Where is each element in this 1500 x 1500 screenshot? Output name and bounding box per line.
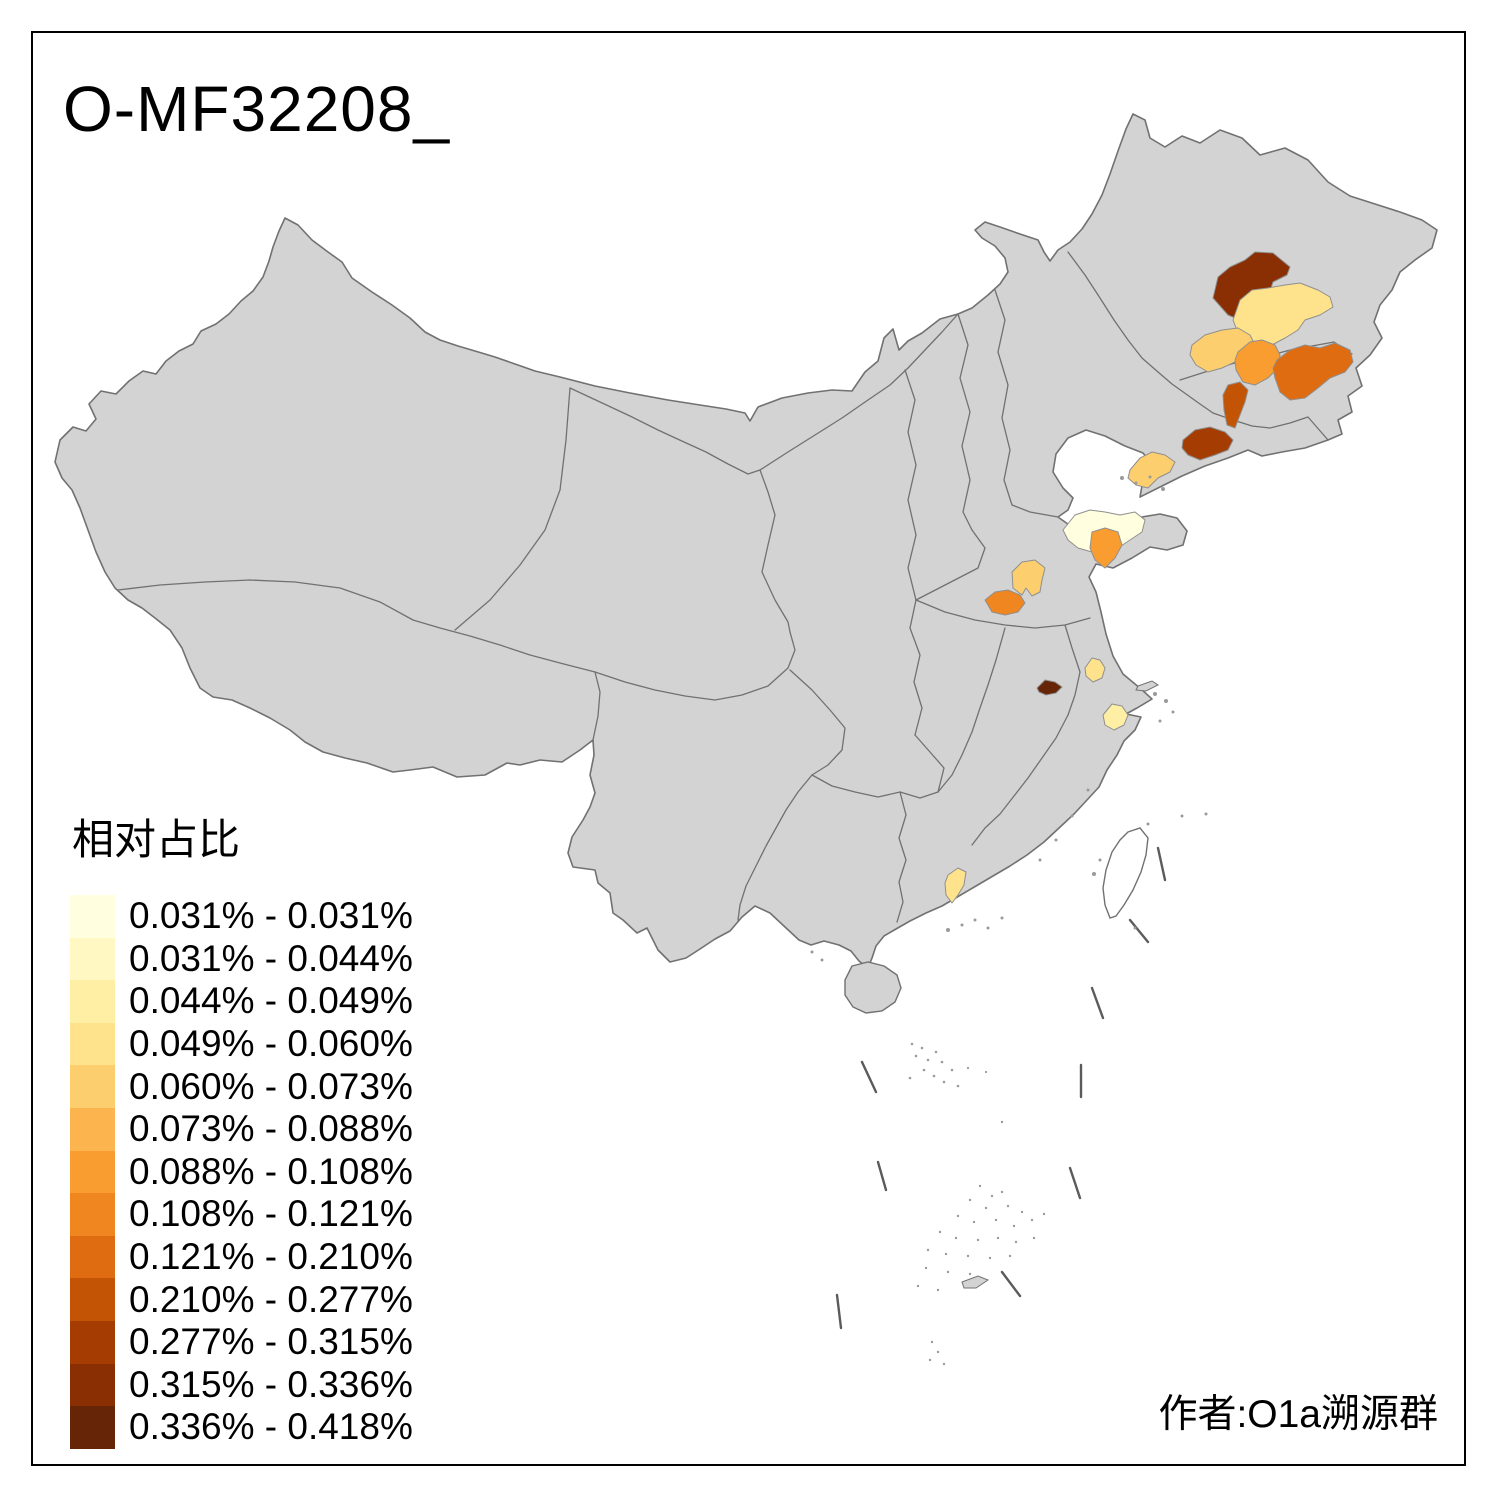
legend-label: 0.121% - 0.210% (129, 1236, 413, 1278)
map-region (1102, 703, 1129, 731)
legend-item: 0.031% - 0.031% (70, 895, 413, 938)
chongming-island (1135, 680, 1159, 692)
map-region (984, 589, 1026, 616)
legend-label: 0.088% - 0.108% (129, 1150, 413, 1192)
plot-title: O-MF32208_ (63, 73, 451, 145)
legend-label: 0.060% - 0.073% (129, 1065, 413, 1107)
legend-item: 0.210% - 0.277% (70, 1278, 413, 1321)
legend-item: 0.031% - 0.044% (70, 937, 413, 981)
legend-item: 0.044% - 0.049% (70, 980, 413, 1023)
map-region (1084, 657, 1106, 683)
legend-swatch (70, 1193, 115, 1236)
legend-item: 0.336% - 0.418% (70, 1406, 413, 1449)
legend-item: 0.277% - 0.315% (70, 1320, 413, 1364)
legend-swatch (70, 1278, 115, 1321)
island-specks (810, 475, 1208, 1366)
legend-label: 0.031% - 0.031% (129, 895, 413, 937)
legend-item: 0.073% - 0.088% (70, 1107, 413, 1151)
nine-dash-line (835, 846, 1167, 1330)
small-island (961, 1275, 990, 1289)
map-region (1127, 451, 1176, 489)
map-region (1036, 679, 1063, 696)
legend: 相对占比 0.031% - 0.031% 0.031% - 0.044% 0.044… (70, 806, 413, 1449)
legend-label: 0.073% - 0.088% (129, 1108, 413, 1150)
legend-items: 0.031% - 0.031% 0.031% - 0.044% 0.044% - 0… (70, 895, 413, 1449)
legend-item: 0.060% - 0.073% (70, 1065, 413, 1108)
legend-item: 0.108% - 0.121% (70, 1193, 413, 1236)
legend-title: 相对占比 (72, 816, 241, 863)
legend-label: 0.315% - 0.336% (129, 1363, 413, 1405)
taiwan-island (1102, 827, 1149, 919)
legend-swatch (70, 1107, 115, 1151)
map-region (1222, 381, 1249, 429)
legend-label: 0.210% - 0.277% (129, 1278, 413, 1320)
legend-swatch (70, 937, 115, 981)
legend-label: 0.049% - 0.060% (129, 1023, 413, 1065)
legend-swatch (70, 1406, 115, 1449)
legend-swatch (70, 1065, 115, 1108)
legend-item: 0.088% - 0.108% (70, 1150, 413, 1194)
map-region (1181, 426, 1234, 461)
legend-item: 0.315% - 0.336% (70, 1363, 413, 1407)
attribution-text: 作者:O1a溯源群 (1158, 1393, 1438, 1436)
legend-label: 0.044% - 0.049% (129, 980, 413, 1022)
legend-swatch (70, 895, 115, 938)
legend-swatch (70, 1235, 115, 1279)
map-region (1011, 559, 1046, 597)
legend-label: 0.336% - 0.418% (129, 1406, 413, 1448)
map-region (1089, 527, 1123, 569)
colored-regions (944, 251, 1354, 904)
legend-swatch (70, 1320, 115, 1364)
legend-label: 0.108% - 0.121% (129, 1193, 413, 1235)
province-boundaries (117, 251, 1353, 923)
map-region (1234, 339, 1281, 386)
hainan-island (844, 961, 902, 1014)
legend-swatch (70, 1022, 115, 1066)
china-mainland-outline (54, 113, 1438, 969)
map-region (944, 867, 967, 904)
legend-item: 0.049% - 0.060% (70, 1022, 413, 1066)
legend-swatch (70, 1150, 115, 1194)
legend-label: 0.031% - 0.044% (129, 937, 413, 979)
legend-swatch (70, 980, 115, 1023)
legend-item: 0.121% - 0.210% (70, 1235, 413, 1279)
legend-label: 0.277% - 0.315% (129, 1321, 413, 1363)
map-region (1272, 342, 1354, 401)
legend-swatch (70, 1363, 115, 1407)
